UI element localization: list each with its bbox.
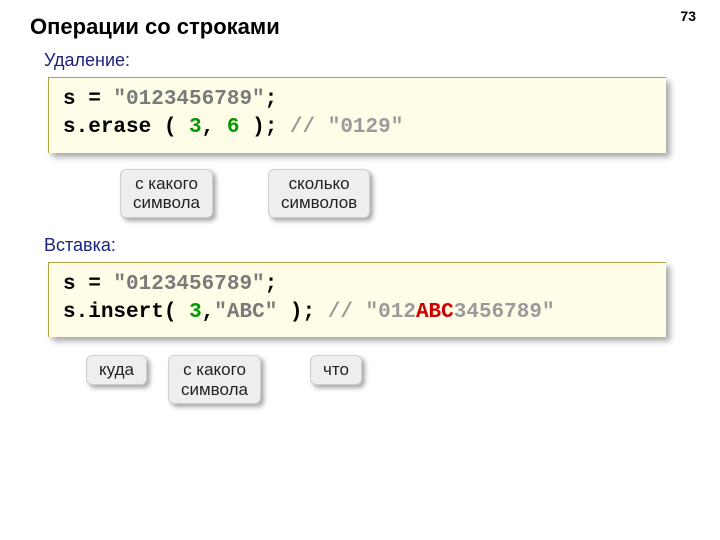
code-arg: 3 (189, 116, 202, 139)
callout-what: что (310, 355, 362, 385)
callout-where: куда (86, 355, 147, 385)
code-token: ; (265, 88, 278, 111)
code-token: ( (164, 301, 189, 324)
page-title: Операции со строками (30, 14, 690, 40)
callout-count-chars: сколькосимволов (268, 169, 370, 218)
code-token: ( (151, 116, 189, 139)
code-block-erase: s = "0123456789"; s.erase ( 3, 6 ); // "… (48, 77, 666, 153)
code-token: . (76, 116, 89, 139)
callout-from-char: с какогосимвола (168, 355, 261, 404)
code-token: s (63, 301, 76, 324)
code-token: s (63, 273, 76, 296)
callouts-insert: куда с какогосимвола что (48, 351, 690, 415)
section-label-erase: Удаление: (44, 50, 690, 71)
code-string: "0123456789" (113, 88, 264, 111)
callouts-erase: с какогосимвола сколькосимволов (48, 167, 690, 227)
code-arg: 6 (227, 116, 240, 139)
code-token: s (63, 116, 76, 139)
code-token: , (202, 301, 215, 324)
code-string: "0123456789" (113, 273, 264, 296)
code-token: , (202, 116, 227, 139)
slide-page: 73 Операции со строками Удаление: s = "0… (0, 0, 720, 540)
code-token: = (76, 88, 114, 111)
code-token: ); (239, 116, 289, 139)
code-block-insert: s = "0123456789"; s.insert( 3,"ABC" ); /… (48, 262, 666, 338)
page-number: 73 (680, 8, 696, 24)
code-fn: erase (88, 116, 151, 139)
code-arg: 3 (189, 301, 202, 324)
code-token: s (63, 88, 76, 111)
code-fn: insert (88, 301, 164, 324)
code-comment: // "0129" (290, 116, 403, 139)
code-comment: // "012 (328, 301, 416, 324)
callout-from-char: с какогосимвола (120, 169, 213, 218)
code-token: = (76, 273, 114, 296)
code-token: ); (277, 301, 327, 324)
code-comment: 3456789" (454, 301, 555, 324)
code-token: . (76, 301, 89, 324)
code-token: ; (265, 273, 278, 296)
code-string: "ABC" (214, 301, 277, 324)
code-comment-highlight: ABC (416, 301, 454, 324)
section-label-insert: Вставка: (44, 235, 690, 256)
